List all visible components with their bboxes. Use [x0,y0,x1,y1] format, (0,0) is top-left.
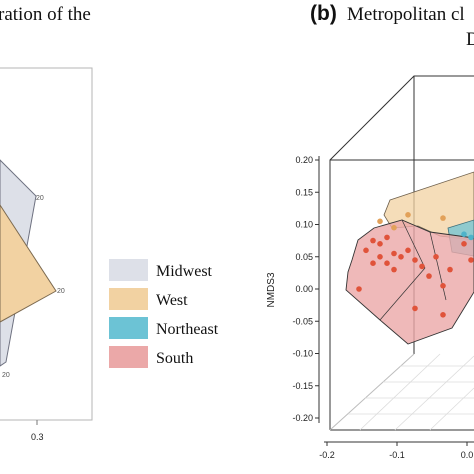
legend-swatch-midwest [109,259,148,281]
panel-b-hull-edge [429,231,447,301]
panel-a-frame [0,67,93,421]
z-tick-label: 0.05 [295,252,313,262]
legend-label-south: South [156,350,193,367]
data-point-south [440,312,446,318]
panel-b-x-ticks: -0.2 -0.1 0.0 [319,442,473,460]
legend-swatch-northeast [109,317,148,339]
legend-label-midwest: Midwest [156,263,213,280]
data-point-south [377,253,383,260]
z-tick-label: 0.00 [295,284,313,294]
x-tick-label: 0.0 [461,450,474,460]
data-point-south [433,253,439,260]
panel-a-point-label: 20 [57,288,65,295]
legend-label-west: West [156,292,188,309]
z-tick-label: -0.05 [292,316,313,326]
panel-b-title-line2: D [466,29,474,50]
legend-swatch-west [109,288,148,310]
data-point-south [370,237,376,244]
legend: Midwest West Northeast South [109,259,219,368]
panel-b-hull-edge [401,219,426,269]
data-point-south [391,266,397,273]
data-point-south [440,283,446,289]
data-point-south [398,253,404,260]
data-point-south [447,266,453,273]
z-tick-label: 0.20 [295,155,313,165]
data-point-south [419,263,425,270]
data-point-west [377,218,383,225]
panel-b-points [356,212,474,318]
data-point-west [440,215,446,221]
panel-b-floor-grid [348,353,474,431]
panel-b-south-hull [345,219,474,345]
data-point-south [384,260,390,267]
panel-a-title: ration of the [0,4,91,25]
panel-a-west-hull [0,204,57,323]
data-point-south [391,250,397,257]
data-point-south [412,257,418,263]
data-point-south [384,234,390,241]
panel-b-z-ticks: 0.20 0.15 0.10 0.05 0.00 -0.05 -0.10 -0.15 -0.20 [292,155,319,423]
panel-a-x-tick-label: 0.3 [31,432,44,442]
data-point-south [356,286,362,292]
z-tick-label: 0.10 [295,220,313,230]
data-point-south [377,241,383,247]
data-point-south [461,241,467,247]
data-point-northeast [468,234,474,241]
data-point-south [468,257,474,263]
legend-label-northeast: Northeast [156,321,219,338]
data-point-south [426,273,432,279]
data-point-northeast [461,231,467,237]
z-tick-label: -0.10 [292,349,313,359]
data-point-south [405,247,411,254]
panel-b-title: Metropolitan cl [347,4,465,25]
z-tick-label: -0.15 [292,381,313,391]
panel-a-point-label: 20 [2,372,10,379]
panel-b-hull-edge [379,267,426,321]
z-tick-label: 0.15 [295,187,313,197]
data-point-south [412,305,418,312]
data-point-south [370,260,376,267]
data-point-west [391,224,397,231]
panel-b-label: (b) [310,2,337,25]
x-tick-label: -0.2 [319,450,335,460]
panel-a-point-label: 20 [36,195,44,202]
data-point-south [363,247,369,254]
data-point-west [405,212,411,218]
x-tick-label: -0.1 [389,450,405,460]
legend-swatch-south [109,346,148,368]
panel-b-hulls [345,171,474,345]
panel-b-z-axis-title: NMDS3 [266,272,277,307]
z-tick-label: -0.20 [292,413,313,423]
